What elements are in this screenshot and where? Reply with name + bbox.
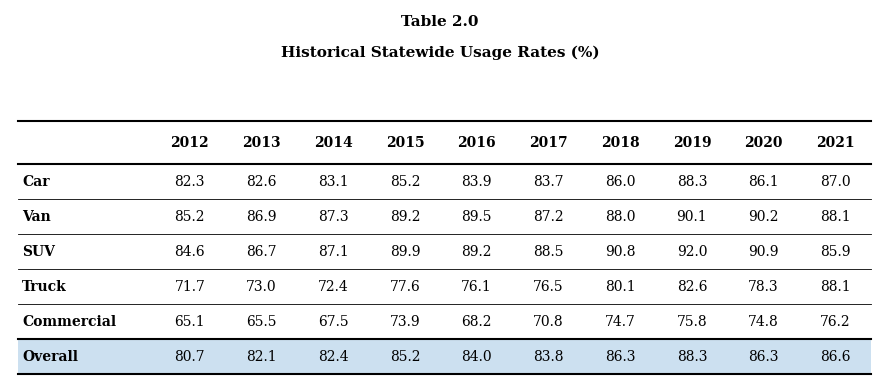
Text: 73.0: 73.0 <box>246 280 277 294</box>
Text: 85.2: 85.2 <box>390 175 421 189</box>
Text: Table 2.0: Table 2.0 <box>401 15 479 29</box>
Text: 87.2: 87.2 <box>533 210 564 224</box>
Text: 76.5: 76.5 <box>533 280 564 294</box>
Text: 89.5: 89.5 <box>461 210 492 224</box>
Text: 76.2: 76.2 <box>820 315 851 329</box>
Text: 87.0: 87.0 <box>820 175 851 189</box>
Text: 89.2: 89.2 <box>390 210 421 224</box>
Text: 87.3: 87.3 <box>318 210 348 224</box>
Text: 88.5: 88.5 <box>533 245 564 259</box>
Text: 86.3: 86.3 <box>605 350 635 364</box>
Text: 82.1: 82.1 <box>246 350 277 364</box>
Text: 76.1: 76.1 <box>461 280 492 294</box>
Text: 80.1: 80.1 <box>605 280 635 294</box>
Text: 88.1: 88.1 <box>820 280 851 294</box>
FancyBboxPatch shape <box>18 339 871 374</box>
Text: 82.4: 82.4 <box>318 350 348 364</box>
Text: Overall: Overall <box>22 350 78 364</box>
Text: 88.3: 88.3 <box>677 175 708 189</box>
Text: 92.0: 92.0 <box>677 245 708 259</box>
Text: 84.0: 84.0 <box>461 350 492 364</box>
Text: 90.8: 90.8 <box>605 245 635 259</box>
Text: 71.7: 71.7 <box>174 280 205 294</box>
Text: 83.8: 83.8 <box>533 350 564 364</box>
Text: 82.6: 82.6 <box>677 280 708 294</box>
Text: 82.3: 82.3 <box>174 175 205 189</box>
Text: 2013: 2013 <box>242 136 281 150</box>
Text: 86.0: 86.0 <box>605 175 635 189</box>
Text: 89.2: 89.2 <box>461 245 492 259</box>
Text: Commercial: Commercial <box>22 315 116 329</box>
Text: 78.3: 78.3 <box>748 280 779 294</box>
Text: 2021: 2021 <box>816 136 854 150</box>
Text: 2016: 2016 <box>458 136 496 150</box>
Text: 84.6: 84.6 <box>174 245 205 259</box>
Text: 74.7: 74.7 <box>605 315 635 329</box>
Text: 86.9: 86.9 <box>246 210 277 224</box>
Text: 83.7: 83.7 <box>533 175 564 189</box>
Text: 89.9: 89.9 <box>390 245 421 259</box>
Text: 86.6: 86.6 <box>820 350 851 364</box>
Text: 2019: 2019 <box>672 136 711 150</box>
Text: 83.1: 83.1 <box>318 175 348 189</box>
Text: 2017: 2017 <box>529 136 568 150</box>
Text: 86.3: 86.3 <box>748 350 779 364</box>
Text: 68.2: 68.2 <box>461 315 492 329</box>
Text: Van: Van <box>22 210 51 224</box>
Text: 85.2: 85.2 <box>390 350 421 364</box>
Text: 80.7: 80.7 <box>174 350 205 364</box>
Text: 2014: 2014 <box>314 136 353 150</box>
Text: 67.5: 67.5 <box>318 315 348 329</box>
Text: 72.4: 72.4 <box>318 280 348 294</box>
Text: 70.8: 70.8 <box>533 315 564 329</box>
Text: Car: Car <box>22 175 49 189</box>
Text: Truck: Truck <box>22 280 67 294</box>
Text: Historical Statewide Usage Rates (%): Historical Statewide Usage Rates (%) <box>281 45 599 60</box>
Text: 75.8: 75.8 <box>677 315 708 329</box>
Text: 73.9: 73.9 <box>390 315 421 329</box>
Text: 90.9: 90.9 <box>748 245 779 259</box>
Text: 83.9: 83.9 <box>461 175 492 189</box>
Text: 65.5: 65.5 <box>246 315 277 329</box>
Text: 82.6: 82.6 <box>246 175 277 189</box>
Text: 87.1: 87.1 <box>318 245 348 259</box>
Text: 2012: 2012 <box>171 136 209 150</box>
Text: 85.2: 85.2 <box>174 210 205 224</box>
Text: 90.2: 90.2 <box>748 210 779 224</box>
Text: 86.7: 86.7 <box>246 245 277 259</box>
Text: SUV: SUV <box>22 245 55 259</box>
Text: 88.0: 88.0 <box>605 210 635 224</box>
Text: 88.1: 88.1 <box>820 210 851 224</box>
Text: 86.1: 86.1 <box>748 175 779 189</box>
Text: 88.3: 88.3 <box>677 350 708 364</box>
Text: 74.8: 74.8 <box>748 315 779 329</box>
Text: 90.1: 90.1 <box>677 210 708 224</box>
Text: 85.9: 85.9 <box>820 245 851 259</box>
Text: 2015: 2015 <box>385 136 424 150</box>
Text: 65.1: 65.1 <box>174 315 205 329</box>
Text: 2020: 2020 <box>744 136 783 150</box>
Text: 77.6: 77.6 <box>390 280 421 294</box>
Text: 2018: 2018 <box>601 136 640 150</box>
